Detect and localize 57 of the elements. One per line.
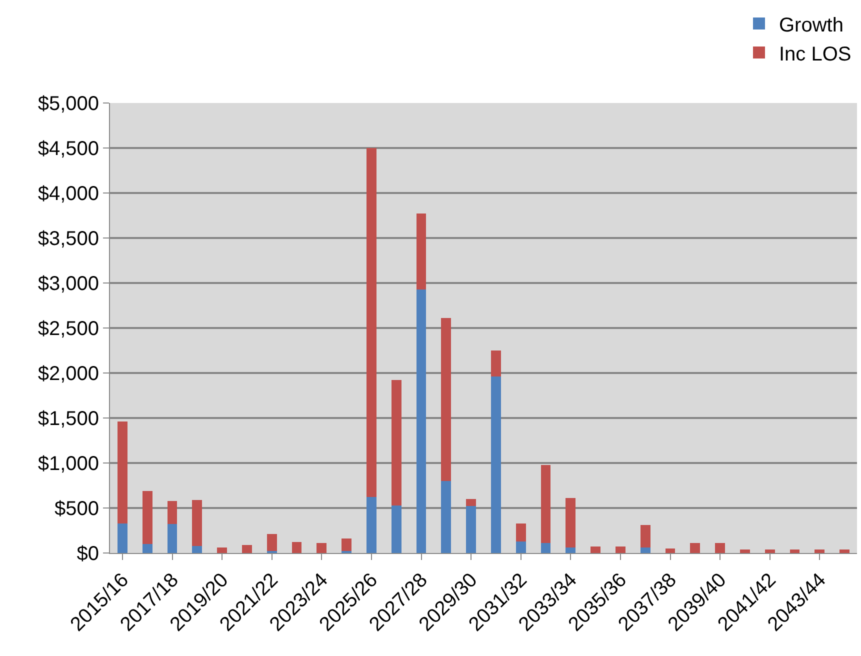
bar — [490, 376, 501, 553]
y-tick-label: $1,500 — [38, 408, 99, 430]
bar — [715, 543, 726, 553]
y-tick-label: $500 — [54, 498, 99, 520]
bar — [814, 549, 825, 553]
bar — [117, 422, 128, 524]
bar — [466, 499, 476, 506]
bar — [416, 289, 426, 553]
legend-label: Inc LOS — [779, 43, 852, 66]
bar — [167, 524, 178, 553]
bar — [490, 350, 501, 377]
bar — [740, 549, 750, 553]
bar — [167, 500, 178, 524]
bar — [366, 497, 376, 553]
y-tick-label: $3,000 — [38, 273, 99, 295]
bar — [217, 548, 228, 553]
bar — [665, 548, 676, 553]
bar — [292, 542, 302, 553]
bar — [640, 548, 650, 553]
bar — [117, 523, 128, 553]
bar — [342, 538, 352, 552]
bar — [566, 548, 576, 553]
y-tick-label: $4,000 — [38, 183, 99, 205]
bar — [690, 543, 700, 553]
bar — [441, 318, 452, 481]
y-tick-label: $2,500 — [38, 318, 99, 340]
y-tick-label: $2,000 — [38, 363, 99, 385]
bar — [516, 523, 526, 542]
bar — [316, 543, 327, 553]
bar — [391, 505, 402, 553]
bar — [615, 546, 626, 553]
y-tick-label: $0 — [76, 543, 99, 565]
bar — [142, 544, 152, 553]
bar — [416, 214, 426, 290]
bar — [790, 549, 800, 553]
bar — [516, 541, 526, 553]
bar — [590, 546, 601, 553]
y-tick-label: $4,500 — [38, 138, 99, 160]
bar — [840, 549, 850, 553]
bar — [540, 464, 551, 544]
bar — [192, 546, 202, 553]
bar — [540, 543, 551, 553]
bar — [391, 380, 402, 506]
legend-label: Growth — [779, 14, 844, 36]
bar — [266, 534, 277, 552]
bar — [242, 544, 252, 553]
y-tick-label: $1,000 — [38, 453, 99, 475]
bar — [192, 500, 202, 546]
bar — [640, 525, 650, 548]
bar — [142, 490, 152, 544]
y-tick-label: $3,500 — [38, 228, 99, 250]
y-tick-label: $5,000 — [38, 93, 99, 115]
bar — [441, 481, 452, 553]
bar — [466, 506, 476, 553]
bar — [764, 549, 775, 553]
bar — [366, 148, 376, 498]
bar — [566, 498, 576, 548]
